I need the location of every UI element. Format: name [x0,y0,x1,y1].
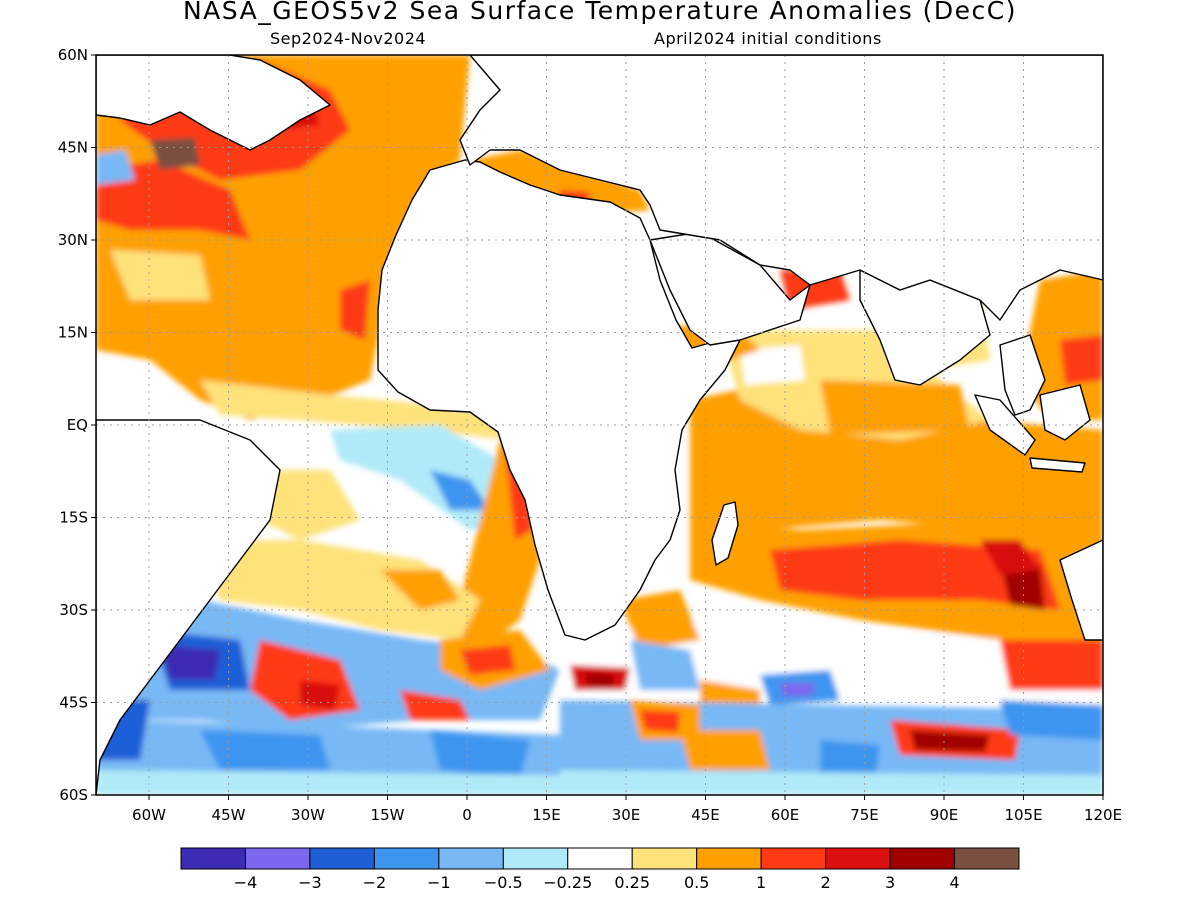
europe-asia-landmass [459,55,1103,321]
lat-tick-label: 45S [59,694,88,712]
colorbar-label: 1 [756,873,766,892]
colorbar-swatch [438,847,504,870]
lat-tick-label: 60N [58,46,88,64]
lat-tick-label: EQ [67,416,88,434]
colorbar-label: −4 [234,873,258,892]
colorbar-swatch [567,847,633,870]
lon-tick-label: 45W [212,806,246,824]
colorbar-swatch [889,847,956,870]
colorbar-swatch [696,847,762,870]
lat-tick-label: 30N [58,231,88,249]
java-landmass [1029,457,1086,473]
colorbar-label: −1 [427,873,451,892]
map-title: NASA_GEOS5v2 Sea Surface Temperature Ano… [182,0,1018,25]
north-landmass [96,55,331,151]
initial-conditions-subtitle: April2024 initial conditions [654,29,882,48]
lat-tick-label: 60S [59,786,88,804]
lat-tick-label: 30S [59,601,88,619]
colorbar-swatch [631,847,698,870]
longitude-axis: 60W 45W 30W 15W 0 15E 30E 45E 60E 75E 90E 105E 120E [132,795,1122,824]
colorbar-swatch [180,847,246,870]
australia-landmass [1059,539,1103,641]
lon-tick-label: 75E [850,806,879,824]
colorbar-swatch [760,847,827,870]
colorbar-swatch [502,847,569,870]
colorbar-label: 0.5 [684,873,709,892]
arabia-landmass [649,231,811,346]
colorbar-label: −2 [363,873,387,892]
colorbar-swatch [244,847,311,870]
lon-tick-label: 45E [691,806,720,824]
lon-tick-label: 60W [132,806,166,824]
period-subtitle: Sep2024-Nov2024 [270,29,427,48]
lon-tick-label: 105E [1004,806,1042,824]
colorbar-swatch [309,847,375,870]
colorbar-swatch [954,847,1020,870]
lon-tick-label: 0 [462,806,472,824]
lat-tick-label: 15N [58,324,88,342]
lon-tick-label: 15E [532,806,561,824]
lon-tick-label: 15W [371,806,405,824]
colorbar: −4 −3 −2 −1 −0.5 −0.25 0.25 0.5 1 2 3 4 [180,847,1020,892]
indochina-landmass [999,334,1046,416]
borneo-landmass [1039,384,1091,441]
lon-tick-label: 90E [930,806,959,824]
grid-lines [96,55,1103,795]
latitude-axis: 60N 45N 30N 15N EQ 15S 30S 45S 60S [58,46,96,804]
colorbar-label: 4 [949,873,959,892]
colorbar-label: −0.25 [543,873,592,892]
lon-tick-label: 30E [612,806,641,824]
colorbar-label: 3 [885,873,895,892]
lat-tick-label: 15S [59,509,88,527]
colorbar-swatch [373,847,440,870]
colorbar-label: −3 [298,873,322,892]
lat-tick-label: 45N [58,139,88,157]
sumatra-landmass [974,394,1036,456]
land-masses [96,55,1103,795]
sst-anomaly-field [96,55,1103,795]
colorbar-label: 2 [821,873,831,892]
lon-tick-label: 60E [771,806,800,824]
lon-tick-label: 30W [291,806,325,824]
africa-landmass [377,159,743,641]
lon-tick-label: 120E [1084,806,1122,824]
south-america-landmass [96,419,281,795]
colorbar-label: 0.25 [614,873,650,892]
colorbar-swatch [825,847,891,870]
colorbar-label: −0.5 [484,873,523,892]
madagascar-landmass [711,501,739,566]
